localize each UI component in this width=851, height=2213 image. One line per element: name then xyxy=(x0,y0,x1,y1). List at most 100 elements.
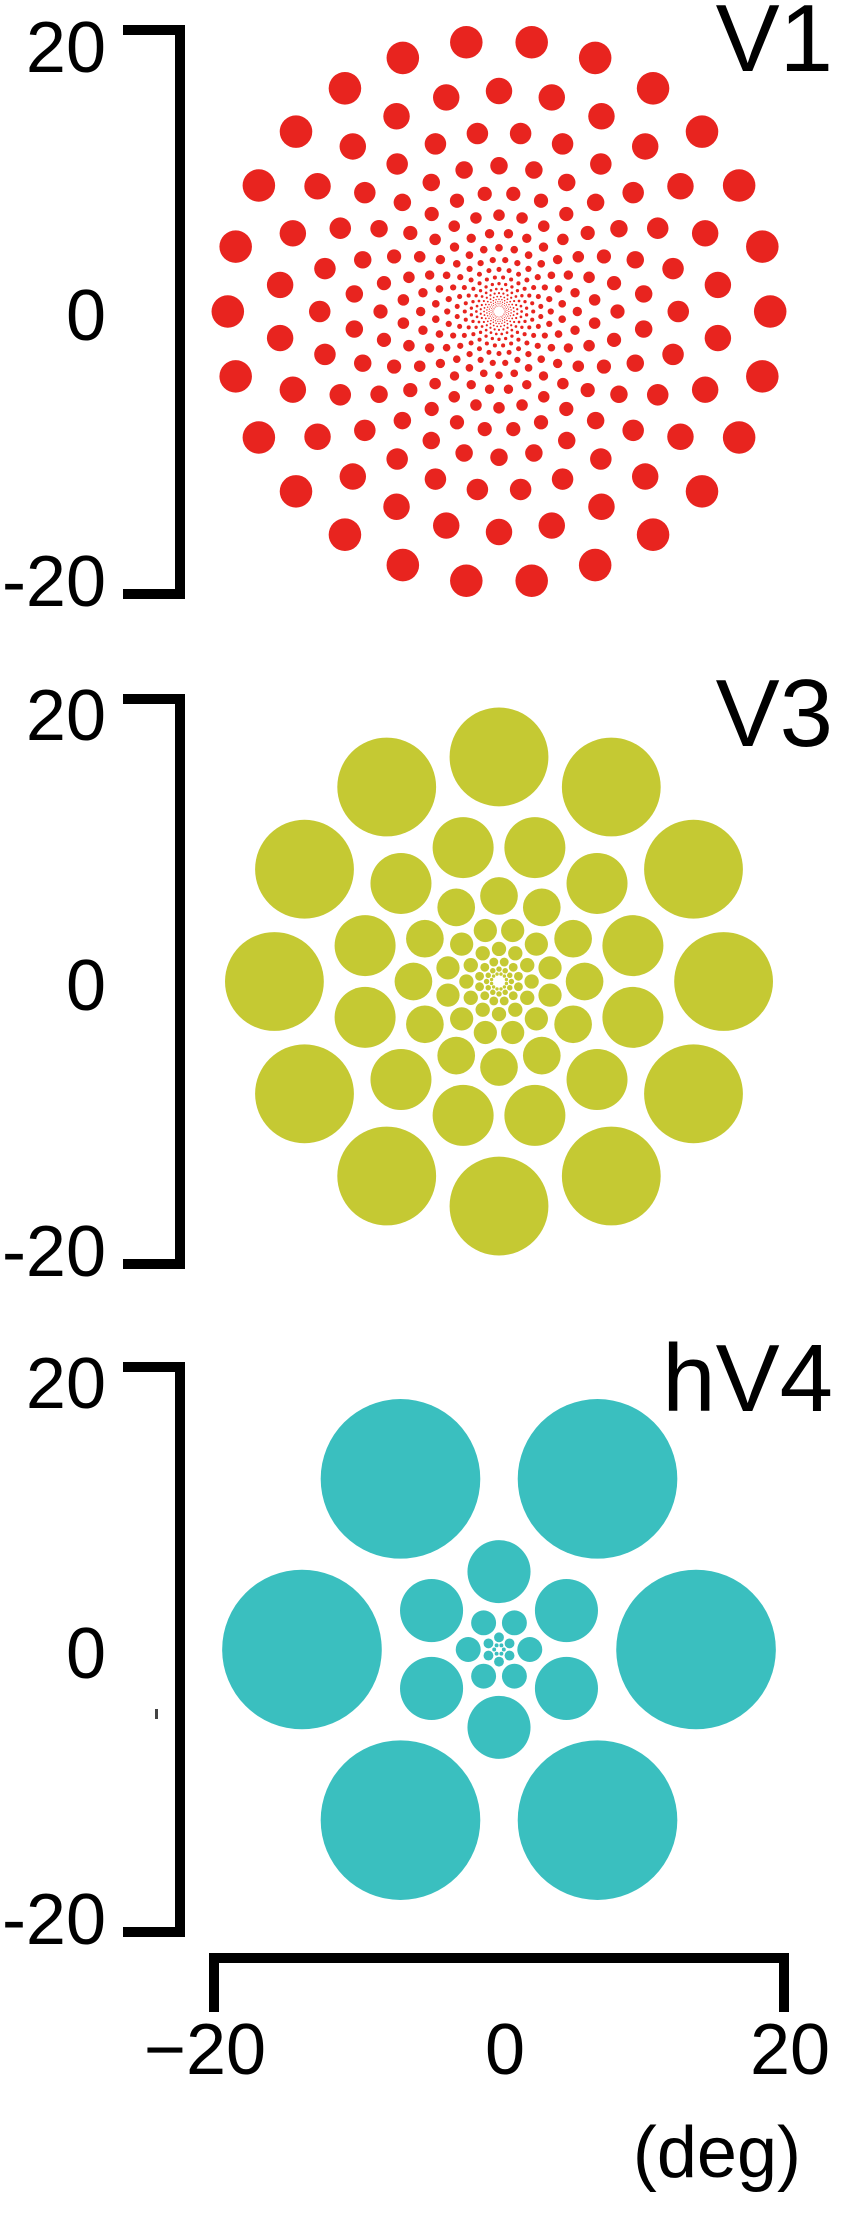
prf-circle-v1 xyxy=(495,371,503,379)
prf-circle-v1 xyxy=(474,294,478,298)
prf-circle-v1 xyxy=(685,115,719,148)
prf-circle-hv4 xyxy=(471,1610,497,1636)
prf-circle-v1 xyxy=(496,306,497,308)
prf-circle-hv4 xyxy=(494,1651,499,1656)
prf-circle-v1 xyxy=(475,310,478,313)
prf-circle-v1 xyxy=(466,233,476,243)
y-tick-neg20-v1: -20 xyxy=(1,542,106,622)
prf-circle-v1 xyxy=(471,319,475,324)
prf-circle-v1 xyxy=(533,415,549,430)
prf-circle-v1 xyxy=(345,320,364,338)
prf-circle-v1 xyxy=(478,289,483,293)
prf-circle-v1 xyxy=(482,299,485,303)
prf-circle-v3 xyxy=(475,982,484,992)
prf-circle-v1 xyxy=(510,328,514,332)
prf-circle-v1 xyxy=(551,468,574,490)
prf-circle-v1 xyxy=(510,245,519,254)
prf-circle-v1 xyxy=(483,310,485,313)
prf-circle-v1 xyxy=(480,295,484,298)
prf-circle-v1 xyxy=(530,317,535,322)
prf-circle-v1 xyxy=(513,320,516,324)
prf-circle-v1 xyxy=(449,242,460,252)
prf-circle-v1 xyxy=(516,212,528,224)
prf-circle-v1 xyxy=(470,399,482,411)
prf-circle-v1 xyxy=(304,423,331,450)
x-tick-20: 20 xyxy=(749,2010,831,2090)
prf-circle-v1 xyxy=(403,382,418,398)
prf-circle-v1 xyxy=(626,354,645,372)
prf-circle-v1 xyxy=(461,285,467,291)
prf-circle-v1 xyxy=(496,317,498,318)
prf-circle-v3 xyxy=(337,737,437,837)
prf-circle-hv4 xyxy=(499,1651,504,1656)
prf-circle-v1 xyxy=(498,322,500,325)
prf-circle-v1 xyxy=(590,448,612,470)
prf-circle-v1 xyxy=(480,316,483,320)
prf-circle-v1 xyxy=(386,448,408,470)
prf-circle-v1 xyxy=(517,320,521,324)
prf-circle-v1 xyxy=(484,291,488,295)
prf-circle-v1 xyxy=(506,298,509,301)
prf-circle-v1 xyxy=(490,301,492,304)
prf-circle-v1 xyxy=(503,314,504,315)
prf-circle-v1 xyxy=(502,316,504,318)
prf-circle-v1 xyxy=(523,299,527,304)
prf-circle-v1 xyxy=(547,271,556,280)
prf-circle-v3 xyxy=(449,707,549,807)
prf-circle-v1 xyxy=(503,336,508,341)
prf-circle-v3 xyxy=(334,986,396,1048)
prf-circle-v1 xyxy=(492,311,493,312)
prf-circle-hv4 xyxy=(504,1650,515,1661)
stray-mark xyxy=(155,1709,158,1719)
prf-circle-v1 xyxy=(370,219,388,238)
prf-circle-v3 xyxy=(554,919,592,958)
prf-circle-v1 xyxy=(691,220,719,247)
prf-circle-v1 xyxy=(506,422,521,437)
prf-circle-v1 xyxy=(501,306,502,308)
prf-circle-v1 xyxy=(461,332,467,338)
prf-circle-v1 xyxy=(493,313,495,314)
prf-circle-v3 xyxy=(602,986,664,1048)
prf-circle-v1 xyxy=(522,332,527,337)
prf-circle-v1 xyxy=(502,305,504,307)
prf-circle-v1 xyxy=(450,564,483,597)
prf-circle-v1 xyxy=(524,306,529,310)
prf-circle-v1 xyxy=(510,369,519,378)
prf-circle-v1 xyxy=(505,331,509,335)
prf-circle-v3 xyxy=(394,962,433,1001)
prf-circle-v1 xyxy=(383,493,410,520)
prf-circle-v3 xyxy=(538,956,562,980)
prf-circle-v1 xyxy=(462,309,467,314)
prf-circle-v1 xyxy=(493,209,505,221)
prf-circle-v1 xyxy=(479,308,482,311)
prf-circle-v1 xyxy=(510,309,512,311)
prf-circle-v1 xyxy=(557,173,576,192)
prf-circle-v1 xyxy=(496,351,502,357)
prf-circle-v3 xyxy=(480,877,518,915)
prf-circle-v1 xyxy=(527,293,532,298)
prf-circle-v1 xyxy=(491,306,493,308)
prf-circle-v1 xyxy=(505,315,507,317)
prf-circle-v1 xyxy=(516,271,522,277)
prf-circle-v1 xyxy=(500,287,504,291)
prf-circle-v1 xyxy=(512,314,515,316)
y-tick-0-v3: 0 xyxy=(65,946,106,1026)
prf-circle-v1 xyxy=(496,315,497,317)
prf-circle-v3 xyxy=(225,932,324,1031)
prf-circle-v1 xyxy=(494,314,495,315)
prf-circle-v1 xyxy=(514,295,518,298)
prf-circle-v1 xyxy=(662,257,684,280)
prf-circle-v3 xyxy=(501,918,525,943)
prf-circle-v1 xyxy=(413,251,426,263)
prf-circle-v3 xyxy=(554,1005,592,1044)
prf-circle-v1 xyxy=(486,300,489,303)
prf-circle-v3 xyxy=(504,817,566,879)
prf-circle-v1 xyxy=(514,356,521,364)
prf-circle-v1 xyxy=(504,302,506,304)
prf-circle-v1 xyxy=(477,186,492,201)
prf-circle-v3 xyxy=(480,962,490,972)
prf-circle-v1 xyxy=(646,217,669,239)
prf-circle-v1 xyxy=(493,310,495,312)
prf-circle-v1 xyxy=(530,301,535,306)
